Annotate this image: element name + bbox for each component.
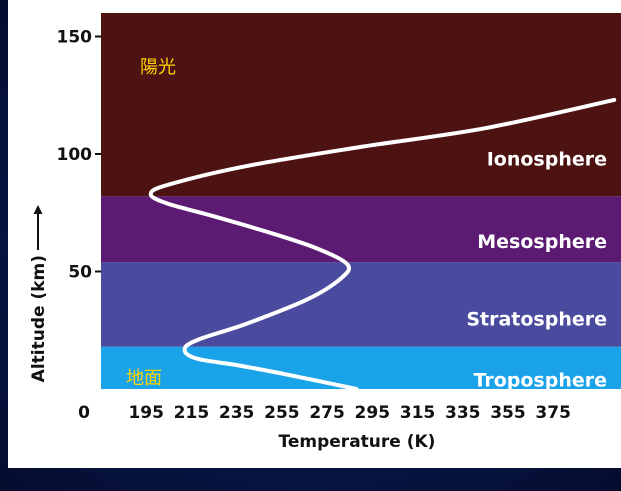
x-tick-label: 215	[174, 403, 210, 423]
y-tick-label: 100	[57, 145, 93, 165]
y-axis-label: Altitude (km)	[29, 255, 49, 382]
x-tick-label: 275	[309, 403, 345, 423]
atmosphere-layers	[101, 13, 621, 389]
x-tick-label: 195	[128, 403, 164, 423]
sunlight-annotation: 陽光	[140, 57, 176, 78]
layer-label-ionosphere: Ionosphere	[487, 149, 607, 171]
x-tick-label: 295	[355, 403, 391, 423]
x-axis-label: Temperature (K)	[279, 432, 436, 452]
layer-band-mesosphere	[101, 196, 621, 263]
temperature-curve	[148, 97, 617, 391]
layer-band-ionosphere	[101, 13, 621, 197]
x-axis-ticks: 0 195 215 235 255 275 295 315 335 355 375	[78, 403, 571, 423]
x-tick-label: 315	[400, 403, 436, 423]
x-tick-label: 375	[535, 403, 571, 423]
x-tick-label: 335	[445, 403, 481, 423]
x-tick-label: 355	[490, 403, 526, 423]
layer-band-stratosphere	[101, 262, 621, 347]
layer-label-mesosphere: Mesosphere	[477, 231, 607, 253]
y-tick-label: 50	[68, 263, 92, 283]
x-tick-label: 255	[264, 403, 300, 423]
x-tick-label: 235	[219, 403, 255, 423]
layer-label-stratosphere: Stratosphere	[466, 309, 607, 331]
layer-labels: Troposphere Stratosphere Mesosphere Ionosph…	[466, 149, 607, 392]
y-axis-ticks: 150 100 50	[57, 28, 101, 283]
x-tick-label: 0	[78, 403, 90, 423]
layer-label-troposphere: Troposphere	[473, 370, 607, 392]
y-tick-label: 150	[57, 28, 93, 48]
ground-annotation: 地面	[126, 368, 162, 389]
y-axis-title: Altitude (km)	[29, 205, 49, 382]
y-axis-arrow-head	[33, 205, 43, 214]
